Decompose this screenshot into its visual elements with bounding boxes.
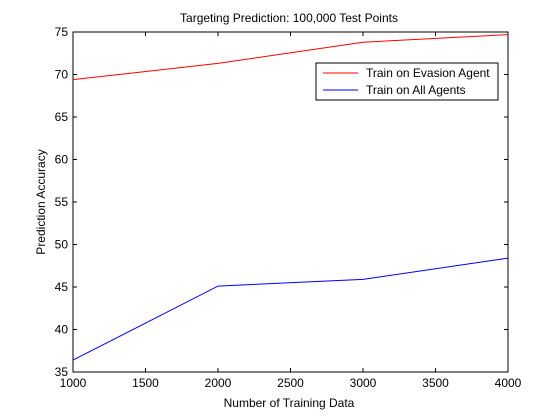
series-line-1	[72, 257, 509, 361]
legend-box	[315, 62, 499, 101]
x-tick-label: 3000	[350, 376, 377, 390]
y-axis-label: Prediction Accuracy	[34, 149, 48, 254]
y-tick-label: 45	[55, 280, 69, 294]
y-tick-label: 60	[55, 153, 69, 167]
legend-label-evasion: Train on Evasion Agent	[366, 66, 490, 80]
legend-label-all-agents: Train on All Agents	[366, 83, 466, 97]
x-tick-label: 4000	[495, 376, 522, 390]
x-axis-label: Number of Training Data	[224, 396, 355, 410]
y-tick-label: 40	[55, 323, 69, 337]
y-tick-label: 65	[55, 110, 69, 124]
chart-title: Targeting Prediction: 100,000 Test Point…	[180, 11, 398, 25]
x-tick-label: 1000	[60, 376, 87, 390]
y-tick-label: 70	[55, 68, 69, 82]
x-tick-label: 1500	[132, 376, 159, 390]
y-tick-label: 35	[55, 365, 69, 379]
series-lines	[72, 34, 509, 361]
axis-ticks: 1000 1500 2000 2500 3000 3500 4000 35 40 45 50 55 60…	[55, 25, 522, 390]
y-tick-label: 50	[55, 238, 69, 252]
x-tick-label: 2500	[277, 376, 304, 390]
series-line-0	[72, 34, 509, 81]
x-tick-label: 3500	[422, 376, 449, 390]
legend: Train on Evasion Agent Train on All Agen…	[315, 62, 499, 101]
x-tick-label: 2000	[205, 376, 232, 390]
y-tick-label: 55	[55, 195, 69, 209]
y-tick-label: 75	[55, 25, 69, 39]
